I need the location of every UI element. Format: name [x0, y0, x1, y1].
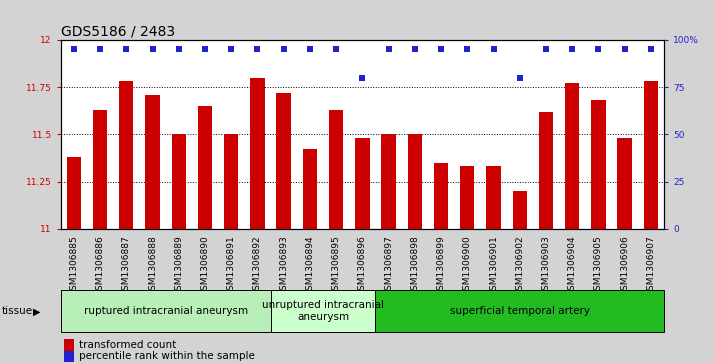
Bar	[486, 166, 501, 229]
Bar	[171, 134, 186, 229]
Bar	[408, 134, 422, 229]
Point	[331, 46, 342, 52]
Bar	[618, 138, 632, 229]
Point	[304, 46, 316, 52]
Text: transformed count: transformed count	[79, 340, 176, 350]
Text: unruptured intracranial
aneurysm: unruptured intracranial aneurysm	[262, 301, 384, 322]
Point	[147, 46, 159, 52]
Point	[566, 46, 578, 52]
Point	[278, 46, 289, 52]
Point	[619, 46, 630, 52]
Point	[226, 46, 237, 52]
Text: superficial temporal artery: superficial temporal artery	[450, 306, 590, 316]
Point	[461, 46, 473, 52]
Bar	[303, 150, 317, 229]
Bar	[250, 78, 265, 229]
Point	[356, 75, 368, 81]
Text: GDS5186 / 2483: GDS5186 / 2483	[61, 25, 175, 39]
Point	[593, 46, 604, 52]
Point	[540, 46, 552, 52]
Point	[436, 46, 447, 52]
Bar	[591, 100, 605, 229]
Text: ▶: ▶	[33, 306, 41, 316]
Bar	[198, 106, 212, 229]
Bar	[271, 290, 376, 332]
Point	[94, 46, 106, 52]
Text: ruptured intracranial aneurysm: ruptured intracranial aneurysm	[84, 306, 248, 316]
Point	[409, 46, 421, 52]
Text: percentile rank within the sample: percentile rank within the sample	[79, 351, 255, 362]
Point	[173, 46, 184, 52]
Bar	[355, 138, 370, 229]
Bar	[61, 290, 271, 332]
Bar	[376, 290, 664, 332]
Bar	[644, 81, 658, 229]
Bar	[381, 134, 396, 229]
Point	[199, 46, 211, 52]
Point	[514, 75, 526, 81]
Point	[68, 46, 79, 52]
Bar	[93, 110, 107, 229]
Bar	[224, 134, 238, 229]
Point	[252, 46, 263, 52]
Bar	[434, 163, 448, 229]
Bar	[513, 191, 527, 229]
Bar	[329, 110, 343, 229]
Point	[645, 46, 657, 52]
Point	[121, 46, 132, 52]
Bar	[66, 157, 81, 229]
Point	[383, 46, 394, 52]
Bar	[276, 93, 291, 229]
Bar	[119, 81, 134, 229]
Text: tissue: tissue	[1, 306, 33, 316]
Bar	[145, 95, 160, 229]
Point	[488, 46, 499, 52]
Bar	[539, 112, 553, 229]
Bar	[565, 83, 580, 229]
Bar	[460, 166, 475, 229]
